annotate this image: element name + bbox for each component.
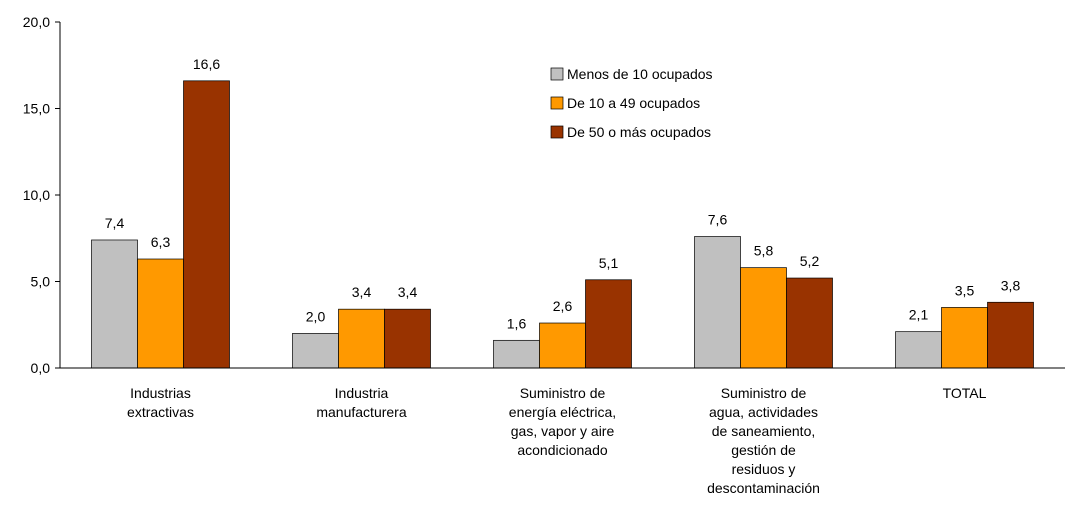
value-label: 3,5 bbox=[955, 282, 975, 298]
x-tick-label: Industrias extractivas bbox=[127, 385, 194, 420]
value-label: 16,6 bbox=[193, 56, 220, 72]
x-tick-label: Suministro de energía eléctrica, gas, vapo… bbox=[509, 385, 616, 458]
bar bbox=[694, 236, 741, 369]
bar bbox=[895, 331, 942, 369]
y-tick-label: 10,0 bbox=[23, 187, 50, 203]
bar bbox=[740, 267, 787, 369]
value-label: 2,0 bbox=[306, 308, 326, 324]
legend-swatch bbox=[550, 125, 564, 139]
bar bbox=[91, 239, 138, 369]
bar bbox=[585, 279, 632, 369]
y-tick-label: 15,0 bbox=[23, 101, 50, 117]
value-label: 2,6 bbox=[553, 298, 573, 314]
x-tick-label: Suministro de agua, actividades de saneami… bbox=[707, 385, 820, 496]
legend-swatch bbox=[550, 96, 564, 110]
value-label: 5,2 bbox=[800, 253, 820, 269]
bar bbox=[183, 80, 230, 369]
value-label: 2,1 bbox=[909, 307, 929, 323]
x-tick-label: TOTAL bbox=[943, 385, 987, 401]
bar bbox=[987, 301, 1034, 369]
value-label: 5,8 bbox=[754, 243, 774, 259]
y-tick-label: 0,0 bbox=[31, 360, 51, 376]
value-label: 1,6 bbox=[507, 315, 527, 331]
value-label: 3,8 bbox=[1001, 277, 1021, 293]
legend-label: De 10 a 49 ocupados bbox=[567, 95, 700, 111]
bar bbox=[493, 339, 540, 369]
y-tick-label: 20,0 bbox=[23, 14, 50, 30]
bar bbox=[539, 322, 586, 369]
y-tick-label: 5,0 bbox=[31, 274, 51, 290]
value-label: 7,4 bbox=[105, 215, 125, 231]
value-label: 3,4 bbox=[398, 284, 418, 300]
bar bbox=[137, 258, 184, 369]
value-label: 7,6 bbox=[708, 212, 728, 228]
bar bbox=[786, 277, 833, 369]
legend-label: De 50 o más ocupados bbox=[567, 124, 711, 140]
value-label: 6,3 bbox=[151, 234, 171, 250]
value-label: 3,4 bbox=[352, 284, 372, 300]
x-tick-label: Industria manufacturera bbox=[316, 385, 406, 420]
legend-swatch bbox=[550, 67, 564, 81]
bar bbox=[384, 308, 431, 369]
bar bbox=[292, 333, 339, 369]
legend-label: Menos de 10 ocupados bbox=[567, 66, 713, 82]
bar bbox=[941, 307, 988, 369]
bar bbox=[338, 308, 385, 369]
value-label: 5,1 bbox=[599, 255, 619, 271]
